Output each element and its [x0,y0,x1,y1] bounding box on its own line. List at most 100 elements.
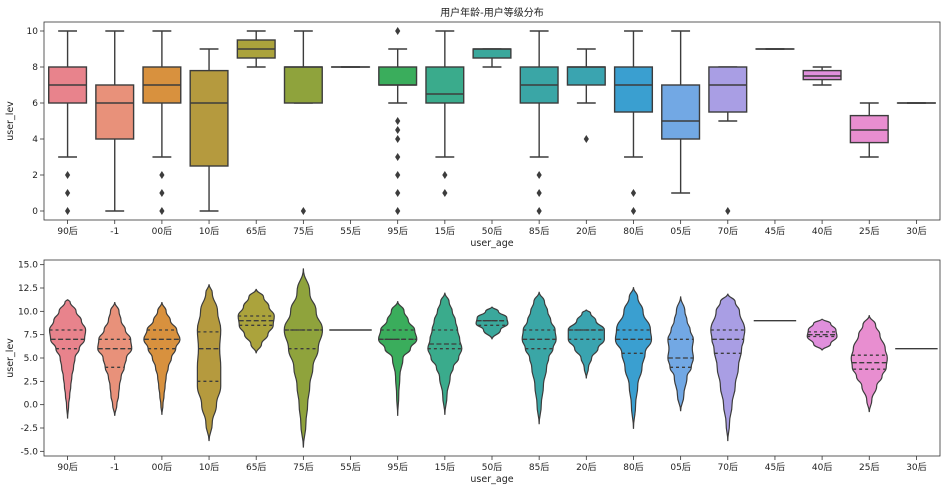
box-body [661,84,701,140]
box-plot-y-ticks: 0 2 4 6 8 10 [27,27,44,217]
x-tick-label: -1 [110,463,119,473]
y-tick-label: 5.0 [24,354,39,364]
violin-12 [614,287,653,429]
box-outlier [536,189,542,197]
box-outlier [725,207,731,215]
x-tick-label: 70后 [718,226,738,237]
violin-16 [806,318,838,351]
violin-2 [143,301,181,415]
x-tick-label: 00后 [152,462,172,473]
x-tick-label: 90后 [57,462,77,473]
x-tick-label: 95后 [387,462,407,473]
box-outlier [630,207,637,215]
violin-plot-x-ticks: 90后 -1 00后 10后 65后 75后 55后 95后 15后 50后 85后 20后 80后 05… [57,456,927,473]
box-outlier [395,171,401,179]
box-16 [802,66,842,86]
x-tick-label: 25后 [859,462,879,473]
box-12 [613,30,654,215]
violin-plot-x-axis-label: user_age [470,474,513,485]
box-plot-marks [48,27,936,215]
box-8 [425,30,465,197]
x-tick-label: 85后 [529,462,549,473]
x-tick-label: 65后 [246,462,266,473]
box-17 [849,102,889,158]
box-outlier [395,126,401,134]
x-tick-label: 50后 [482,226,502,237]
violin-body [521,291,557,425]
x-tick-label: 10后 [199,462,219,473]
x-tick-label: 55后 [340,462,360,473]
violin-5 [283,268,324,448]
x-tick-label: 20后 [576,462,596,473]
violin-9 [475,306,509,340]
violin-plot-y-ticks: -5.0 -2.5 0.0 2.5 5.0 7.5 10.0 12.5 15.0 [18,261,44,457]
box-14 [708,66,748,215]
box-outlier [536,207,542,215]
violin-1 [97,301,133,416]
x-tick-label: 45后 [765,462,785,473]
y-tick-label: 15.0 [18,261,38,271]
x-tick-label: 20后 [576,226,596,237]
y-tick-label: 12.5 [18,284,38,294]
box-body [189,69,229,167]
violin-body [850,314,888,413]
x-tick-label: 70后 [718,462,738,473]
box-5 [283,30,323,215]
y-tick-label: 2.5 [24,377,38,387]
violin-body [806,318,838,351]
x-tick-label: 25后 [859,226,879,237]
violin-14 [710,293,746,442]
box-2 [142,30,182,215]
box-body [472,48,512,59]
x-tick-label: 80后 [623,226,643,237]
box-outlier [583,135,589,143]
violin-13 [667,296,694,412]
chart-title: 用户年龄-用户等级分布 [440,6,544,19]
x-tick-label: 30后 [906,462,926,473]
box-outlier [536,171,542,179]
box-plot-axes: 用户年龄-用户等级分布 0 2 4 6 8 10 90后 -1 00后 10后 65后 75后 55后… [5,6,941,249]
y-tick-label: 2 [32,171,38,181]
violin-17 [850,314,888,413]
violin-plot-marks [48,268,938,448]
x-tick-label: 65后 [246,226,266,237]
y-tick-label: 0.0 [24,401,39,411]
box-outlier [395,135,401,143]
violin-11 [567,309,605,379]
box-3 [189,48,229,212]
box-13 [661,30,701,194]
violin-8 [427,292,463,415]
box-10 [519,30,559,215]
box-outlier [159,207,165,215]
box-4 [236,30,276,68]
x-tick-label: 30后 [906,226,926,237]
box-body [613,66,654,113]
box-outlier [64,171,71,179]
x-tick-label: 55后 [340,226,360,237]
violin-plot-y-axis-label: user_lev [5,338,16,378]
box-plot-x-axis-label: user_age [470,238,513,249]
violin-plot-axes: -5.0 -2.5 0.0 2.5 5.0 7.5 10.0 12.5 15.0 90后 -1 00… [5,259,941,485]
box-body [95,84,135,140]
box-0 [48,30,88,215]
box-outlier [395,153,401,161]
box-outlier [64,207,71,215]
x-tick-label: 15后 [435,226,455,237]
box-9 [472,48,512,68]
x-tick-label: 85后 [529,226,549,237]
x-tick-label: 05后 [670,462,690,473]
violin-body [283,268,324,448]
box-body [378,66,418,86]
violin-7 [377,300,418,416]
violin-3 [196,284,222,442]
box-outlier [395,189,401,197]
violin-body [614,287,653,429]
box-1 [95,30,135,212]
box-body [708,66,748,113]
x-tick-label: 95后 [387,226,407,237]
violin-body [377,300,418,416]
box-outlier [630,189,637,197]
box-outlier [159,171,165,179]
y-tick-label: 4 [32,135,38,145]
box-outlier [159,189,165,197]
